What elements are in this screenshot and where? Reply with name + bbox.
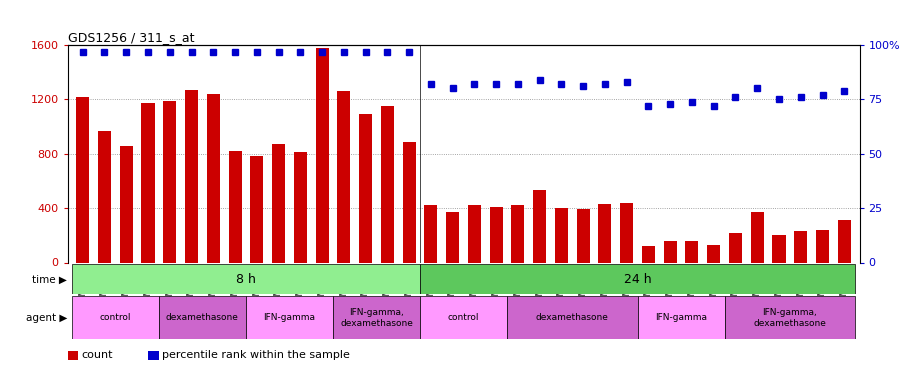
Bar bbox=[333, 296, 420, 339]
Bar bbox=[185, 90, 198, 262]
Text: count: count bbox=[81, 351, 112, 360]
Bar bbox=[598, 204, 611, 262]
Text: 24 h: 24 h bbox=[624, 273, 652, 286]
Bar bbox=[420, 296, 507, 339]
Bar bbox=[207, 94, 220, 262]
Text: dexamethasone: dexamethasone bbox=[536, 314, 608, 322]
Text: IFN-gamma: IFN-gamma bbox=[264, 314, 315, 322]
Bar bbox=[229, 151, 241, 262]
Bar bbox=[72, 296, 159, 339]
Bar bbox=[772, 236, 786, 262]
Bar bbox=[316, 48, 328, 262]
Bar bbox=[533, 190, 546, 262]
Bar bbox=[272, 144, 285, 262]
Text: GDS1256 / 311_s_at: GDS1256 / 311_s_at bbox=[68, 31, 194, 44]
Text: control: control bbox=[100, 314, 131, 322]
Text: IFN-gamma,
dexamethasone: IFN-gamma, dexamethasone bbox=[753, 308, 826, 327]
Bar bbox=[707, 245, 720, 262]
Bar bbox=[76, 97, 89, 262]
Bar bbox=[446, 212, 459, 262]
Bar bbox=[838, 220, 850, 262]
Text: IFN-gamma: IFN-gamma bbox=[655, 314, 707, 322]
Bar bbox=[637, 296, 724, 339]
Text: dexamethasone: dexamethasone bbox=[166, 314, 238, 322]
Bar bbox=[141, 104, 155, 262]
Bar bbox=[293, 152, 307, 262]
Text: percentile rank within the sample: percentile rank within the sample bbox=[162, 351, 350, 360]
Bar bbox=[72, 264, 420, 294]
Bar bbox=[98, 130, 111, 262]
Bar bbox=[468, 206, 481, 262]
Bar bbox=[620, 202, 634, 262]
Bar bbox=[729, 232, 742, 262]
Bar bbox=[381, 106, 394, 262]
Bar bbox=[246, 296, 333, 339]
Bar bbox=[555, 208, 568, 262]
Bar bbox=[120, 146, 133, 262]
Text: control: control bbox=[447, 314, 479, 322]
Bar bbox=[511, 206, 525, 262]
Bar bbox=[816, 230, 829, 262]
Bar bbox=[724, 296, 855, 339]
Bar bbox=[751, 212, 764, 262]
Bar bbox=[359, 114, 372, 262]
Bar bbox=[794, 231, 807, 262]
Bar bbox=[420, 264, 855, 294]
Bar bbox=[642, 246, 655, 262]
Bar bbox=[686, 241, 698, 262]
Bar bbox=[424, 206, 437, 262]
Bar bbox=[338, 91, 350, 262]
Bar bbox=[507, 296, 637, 339]
Text: agent ▶: agent ▶ bbox=[26, 313, 68, 323]
Bar bbox=[163, 101, 176, 262]
Text: 8 h: 8 h bbox=[236, 273, 256, 286]
Bar bbox=[663, 241, 677, 262]
Bar bbox=[250, 156, 264, 262]
Text: IFN-gamma,
dexamethasone: IFN-gamma, dexamethasone bbox=[340, 308, 413, 327]
Bar bbox=[402, 141, 416, 262]
Bar bbox=[159, 296, 246, 339]
Text: time ▶: time ▶ bbox=[32, 274, 68, 284]
Bar bbox=[490, 207, 503, 262]
Bar bbox=[577, 210, 590, 262]
